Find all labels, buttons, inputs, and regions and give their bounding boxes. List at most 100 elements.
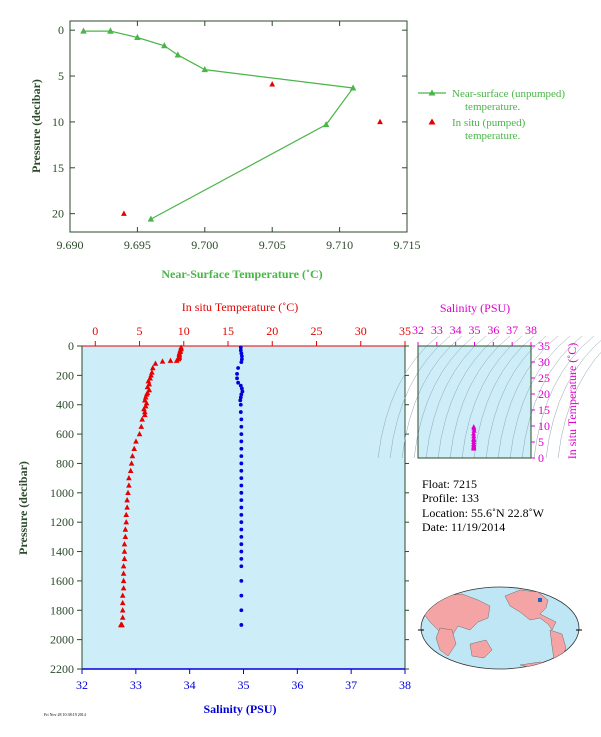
profile-y-tick-label: 1600 [50,574,74,588]
ts-x-tick-label: 34 [450,323,462,337]
temperature-point [138,423,145,429]
near-surface-y-tick-label: 20 [52,207,64,221]
salinity-point [239,392,244,397]
near-surface-x-tick-label: 9.695 [124,238,151,252]
ts-y-tick-label: 10 [538,419,550,433]
temperature-point [119,599,126,606]
temperature-point [173,357,180,363]
legend-label-unpumped-1: Near-surface (unpumped) [452,88,565,100]
near-surface-x-tick-label: 9.710 [326,238,353,252]
profile-top-tick-label: 15 [222,324,234,338]
salinity-point [238,395,243,400]
info-date: Date: 11/19/2014 [422,520,505,534]
ts-x-tick-label: 35 [469,323,481,337]
near-surface-y-tick-label: 0 [58,23,64,37]
profile-y-tick-label: 600 [56,427,74,441]
salinity-point [235,371,239,376]
temperature-point [150,364,156,371]
temperature-point [131,445,138,451]
salinity-point [239,512,244,517]
profile-top-tick-label: 10 [178,324,190,338]
profile-top-axis-label: In situ Temperature (˚C) [182,300,299,314]
ts-x-tick-label: 36 [487,323,499,337]
ts-y-tick-label: 0 [538,451,544,465]
map-eurasia [421,593,491,637]
profile-bottom-tick-label: 38 [399,678,411,692]
near-surface-x-label: Near-Surface Temperature (˚C) [161,267,322,281]
temperature-point [124,504,130,510]
near-surface-x-tick-label: 9.690 [57,238,84,252]
ts-contour [497,335,559,459]
profile-chart: 0 5 10 15 20 25 30 35 32 33 34 35 36 37 38 0 200 400 600 80… [16,300,411,716]
salinity-point [239,527,244,532]
unpumped-line [83,30,355,220]
ts-x-tick-label: 33 [431,323,443,337]
salinity-point [239,505,244,510]
profile-y-label: Pressure (decibar) [16,461,30,555]
temperature-point [128,460,135,466]
profile-bottom-tick-label: 35 [238,678,250,692]
salinity-point [239,483,244,488]
salinity-point [238,345,243,350]
temperature-point [152,360,159,366]
temperature-point [126,482,132,488]
salinity-point [238,348,243,353]
profile-y-tick-label: 1000 [50,486,74,500]
float-info: Float: 7215 Profile: 133 Location: 55.6˚… [422,477,545,534]
ts-contour [521,335,583,459]
temperature-point [120,570,127,576]
near-surface-y-tick-label: 5 [58,69,64,83]
profile-y-tick-label: 1200 [50,515,74,529]
temperature-point [159,358,166,364]
salinity-point [239,498,244,503]
salinity-point [239,534,244,539]
temperature-point [119,607,126,613]
pumped-point [377,118,383,125]
temperature-point [127,467,134,473]
salinity-point [235,376,239,381]
unpumped-point [174,51,182,58]
ts-point [471,425,477,431]
ts-y-tick-label: 35 [538,339,550,353]
ts-density-contours [377,335,601,459]
salinity-point [239,608,244,613]
ts-ticks: 32 33 34 35 36 37 38 0 5 10 15 20 25 30 35 [412,323,550,465]
unpumped-point [161,42,168,49]
profile-series [118,344,245,628]
pumped-point [121,210,127,216]
ts-y-tick-label: 15 [538,403,550,417]
profile-bottom-tick-label: 34 [184,678,196,692]
profile-y-tick-label: 200 [56,368,74,382]
ts-point [471,433,477,439]
salinity-point [239,564,244,569]
profile-top-tick-label: 20 [266,324,278,338]
profile-y-tick-label: 1400 [50,545,74,559]
profile-y-tick-label: 800 [56,456,74,470]
ts-contour [485,335,547,459]
ts-point [471,430,477,436]
ts-x-tick-label: 38 [525,323,537,337]
temperature-point [167,357,174,363]
ts-chart: 32 33 34 35 36 37 38 0 5 10 15 20 25 30 35 Salinity (P… [377,301,601,465]
profile-ticks: 0 5 10 15 20 25 30 35 32 33 34 35 36 37 38 0 200 400 600 80… [50,324,411,692]
ts-y-tick-label: 25 [538,371,550,385]
profile-bottom-tick-label: 33 [130,678,142,692]
world-map [418,586,582,670]
salinity-point [239,446,244,451]
ts-point [471,445,477,451]
ts-contour [401,335,463,459]
temperature-point [123,511,130,518]
salinity-point [239,386,244,391]
salinity-point [239,520,244,525]
temperature-point [121,555,128,562]
ts-contour [425,335,487,459]
profile-y-tick-label: 2000 [50,633,74,647]
salinity-point [239,432,244,436]
salinity-point [238,410,243,414]
ts-contour [377,335,439,459]
info-location: Location: 55.6˚N 22.8˚W [422,506,545,520]
ts-contour [509,335,571,459]
temperature-point [123,519,130,525]
ts-x-tick-label: 37 [506,323,518,337]
